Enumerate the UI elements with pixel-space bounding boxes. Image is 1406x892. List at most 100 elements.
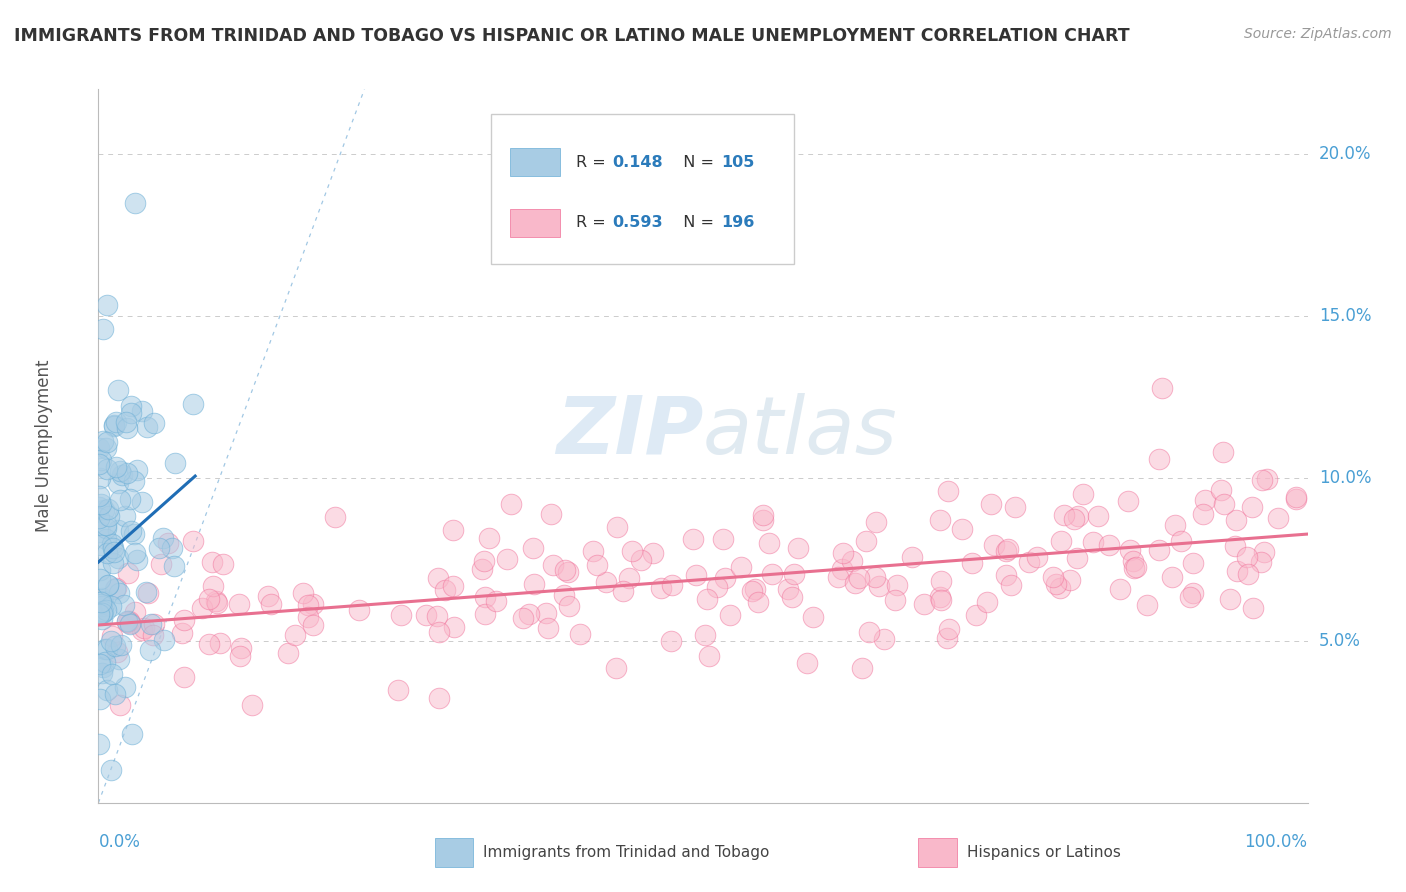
Point	[1236, 550, 1258, 565]
Point	[776, 582, 799, 597]
Text: 196: 196	[721, 215, 755, 230]
Point	[89, 691, 111, 706]
Point	[120, 616, 142, 631]
FancyBboxPatch shape	[918, 838, 957, 867]
Point	[139, 617, 162, 632]
Point	[496, 552, 519, 566]
Point	[173, 613, 195, 627]
Point	[1149, 452, 1171, 467]
Point	[1081, 535, 1104, 549]
Point	[1251, 473, 1274, 487]
Text: atlas: atlas	[703, 392, 898, 471]
Point	[94, 655, 117, 669]
Point	[696, 592, 718, 607]
Point	[115, 614, 138, 628]
Point	[912, 597, 935, 611]
Point	[1226, 564, 1249, 578]
Point	[103, 545, 125, 559]
Point	[1071, 487, 1094, 501]
Point	[441, 579, 464, 593]
Point	[612, 584, 634, 599]
Point	[1250, 555, 1272, 569]
Point	[97, 578, 120, 592]
Point	[1053, 508, 1076, 522]
Point	[659, 633, 682, 648]
Point	[995, 544, 1018, 558]
Point	[103, 419, 125, 434]
Point	[118, 492, 141, 507]
Point	[135, 584, 157, 599]
Point	[96, 547, 118, 561]
Text: IMMIGRANTS FROM TRINIDAD AND TOBAGO VS HISPANIC OR LATINO MALE UNEMPLOYMENT CORR: IMMIGRANTS FROM TRINIDAD AND TOBAGO VS H…	[14, 27, 1129, 45]
Point	[100, 599, 122, 614]
Point	[1004, 500, 1026, 514]
Point	[181, 397, 204, 411]
Point	[91, 612, 114, 626]
Point	[1160, 569, 1182, 583]
Point	[540, 507, 562, 521]
Point	[474, 607, 496, 621]
Point	[980, 497, 1002, 511]
Point	[714, 571, 737, 585]
Point	[1042, 569, 1064, 583]
Point	[124, 605, 146, 619]
Point	[938, 622, 960, 636]
Point	[1191, 507, 1213, 521]
Point	[537, 621, 560, 635]
Point	[100, 629, 122, 643]
Point	[886, 577, 908, 591]
Point	[1225, 539, 1247, 553]
Point	[786, 541, 808, 555]
Point	[103, 687, 125, 701]
Point	[104, 582, 127, 596]
Text: 100.0%: 100.0%	[1244, 833, 1308, 851]
Text: 15.0%: 15.0%	[1319, 307, 1371, 326]
Point	[693, 628, 716, 642]
Point	[143, 617, 166, 632]
Point	[485, 594, 508, 608]
Point	[426, 608, 449, 623]
Point	[1170, 534, 1192, 549]
Point	[107, 476, 129, 491]
Point	[91, 604, 114, 618]
Point	[929, 512, 952, 526]
Point	[97, 578, 120, 592]
Point	[136, 419, 159, 434]
Point	[103, 556, 125, 570]
Point	[108, 586, 131, 600]
Point	[209, 636, 232, 650]
FancyBboxPatch shape	[509, 148, 561, 177]
Point	[104, 639, 127, 653]
Point	[197, 591, 219, 606]
Point	[94, 532, 117, 546]
Point	[104, 581, 127, 595]
Point	[936, 632, 959, 646]
Text: 0.0%: 0.0%	[98, 833, 141, 851]
Text: 10.0%: 10.0%	[1319, 469, 1371, 487]
Text: Male Unemployment: Male Unemployment	[35, 359, 53, 533]
Text: Source: ZipAtlas.com: Source: ZipAtlas.com	[1244, 27, 1392, 41]
Point	[478, 531, 501, 545]
Point	[929, 591, 952, 605]
Point	[100, 634, 122, 648]
Point	[114, 508, 136, 523]
Point	[650, 581, 672, 595]
Point	[157, 536, 180, 550]
Point	[163, 456, 186, 470]
Point	[1026, 550, 1049, 565]
Point	[863, 570, 886, 584]
Point	[231, 641, 253, 656]
Point	[682, 533, 704, 547]
Text: N =: N =	[672, 154, 718, 169]
Point	[89, 524, 111, 539]
Point	[883, 592, 905, 607]
Point	[900, 550, 922, 565]
Point	[120, 524, 142, 539]
Point	[796, 657, 818, 671]
Point	[96, 642, 118, 657]
Point	[1123, 561, 1146, 575]
Point	[605, 661, 627, 675]
Point	[105, 645, 128, 659]
Point	[1212, 445, 1234, 459]
Point	[201, 555, 224, 569]
